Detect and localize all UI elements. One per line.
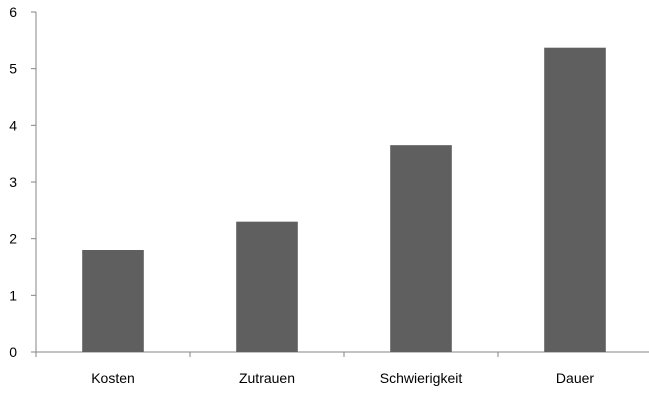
bars (82, 47, 606, 352)
x-tick-label: Zutrauen (239, 370, 295, 386)
y-tick-label: 2 (9, 231, 17, 247)
bar-schwierigkeit (390, 145, 452, 352)
y-tick-label: 6 (9, 4, 17, 20)
bar-kosten (82, 250, 144, 352)
bar-dauer (544, 47, 606, 352)
y-axis: 0 1 2 3 4 5 6 (9, 4, 37, 360)
y-tick-label: 3 (9, 174, 17, 190)
x-tick-label: Dauer (556, 370, 594, 386)
x-tick-label: Kosten (91, 370, 135, 386)
y-tick-label: 1 (9, 287, 17, 303)
x-tick-label: Schwierigkeit (380, 370, 463, 386)
y-tick-label: 5 (9, 61, 17, 77)
y-tick-label: 0 (9, 344, 17, 360)
bar-zutrauen (236, 221, 298, 352)
x-axis: Kosten Zutrauen Schwierigkeit Dauer (35, 351, 649, 386)
y-tick-label: 4 (9, 117, 17, 133)
